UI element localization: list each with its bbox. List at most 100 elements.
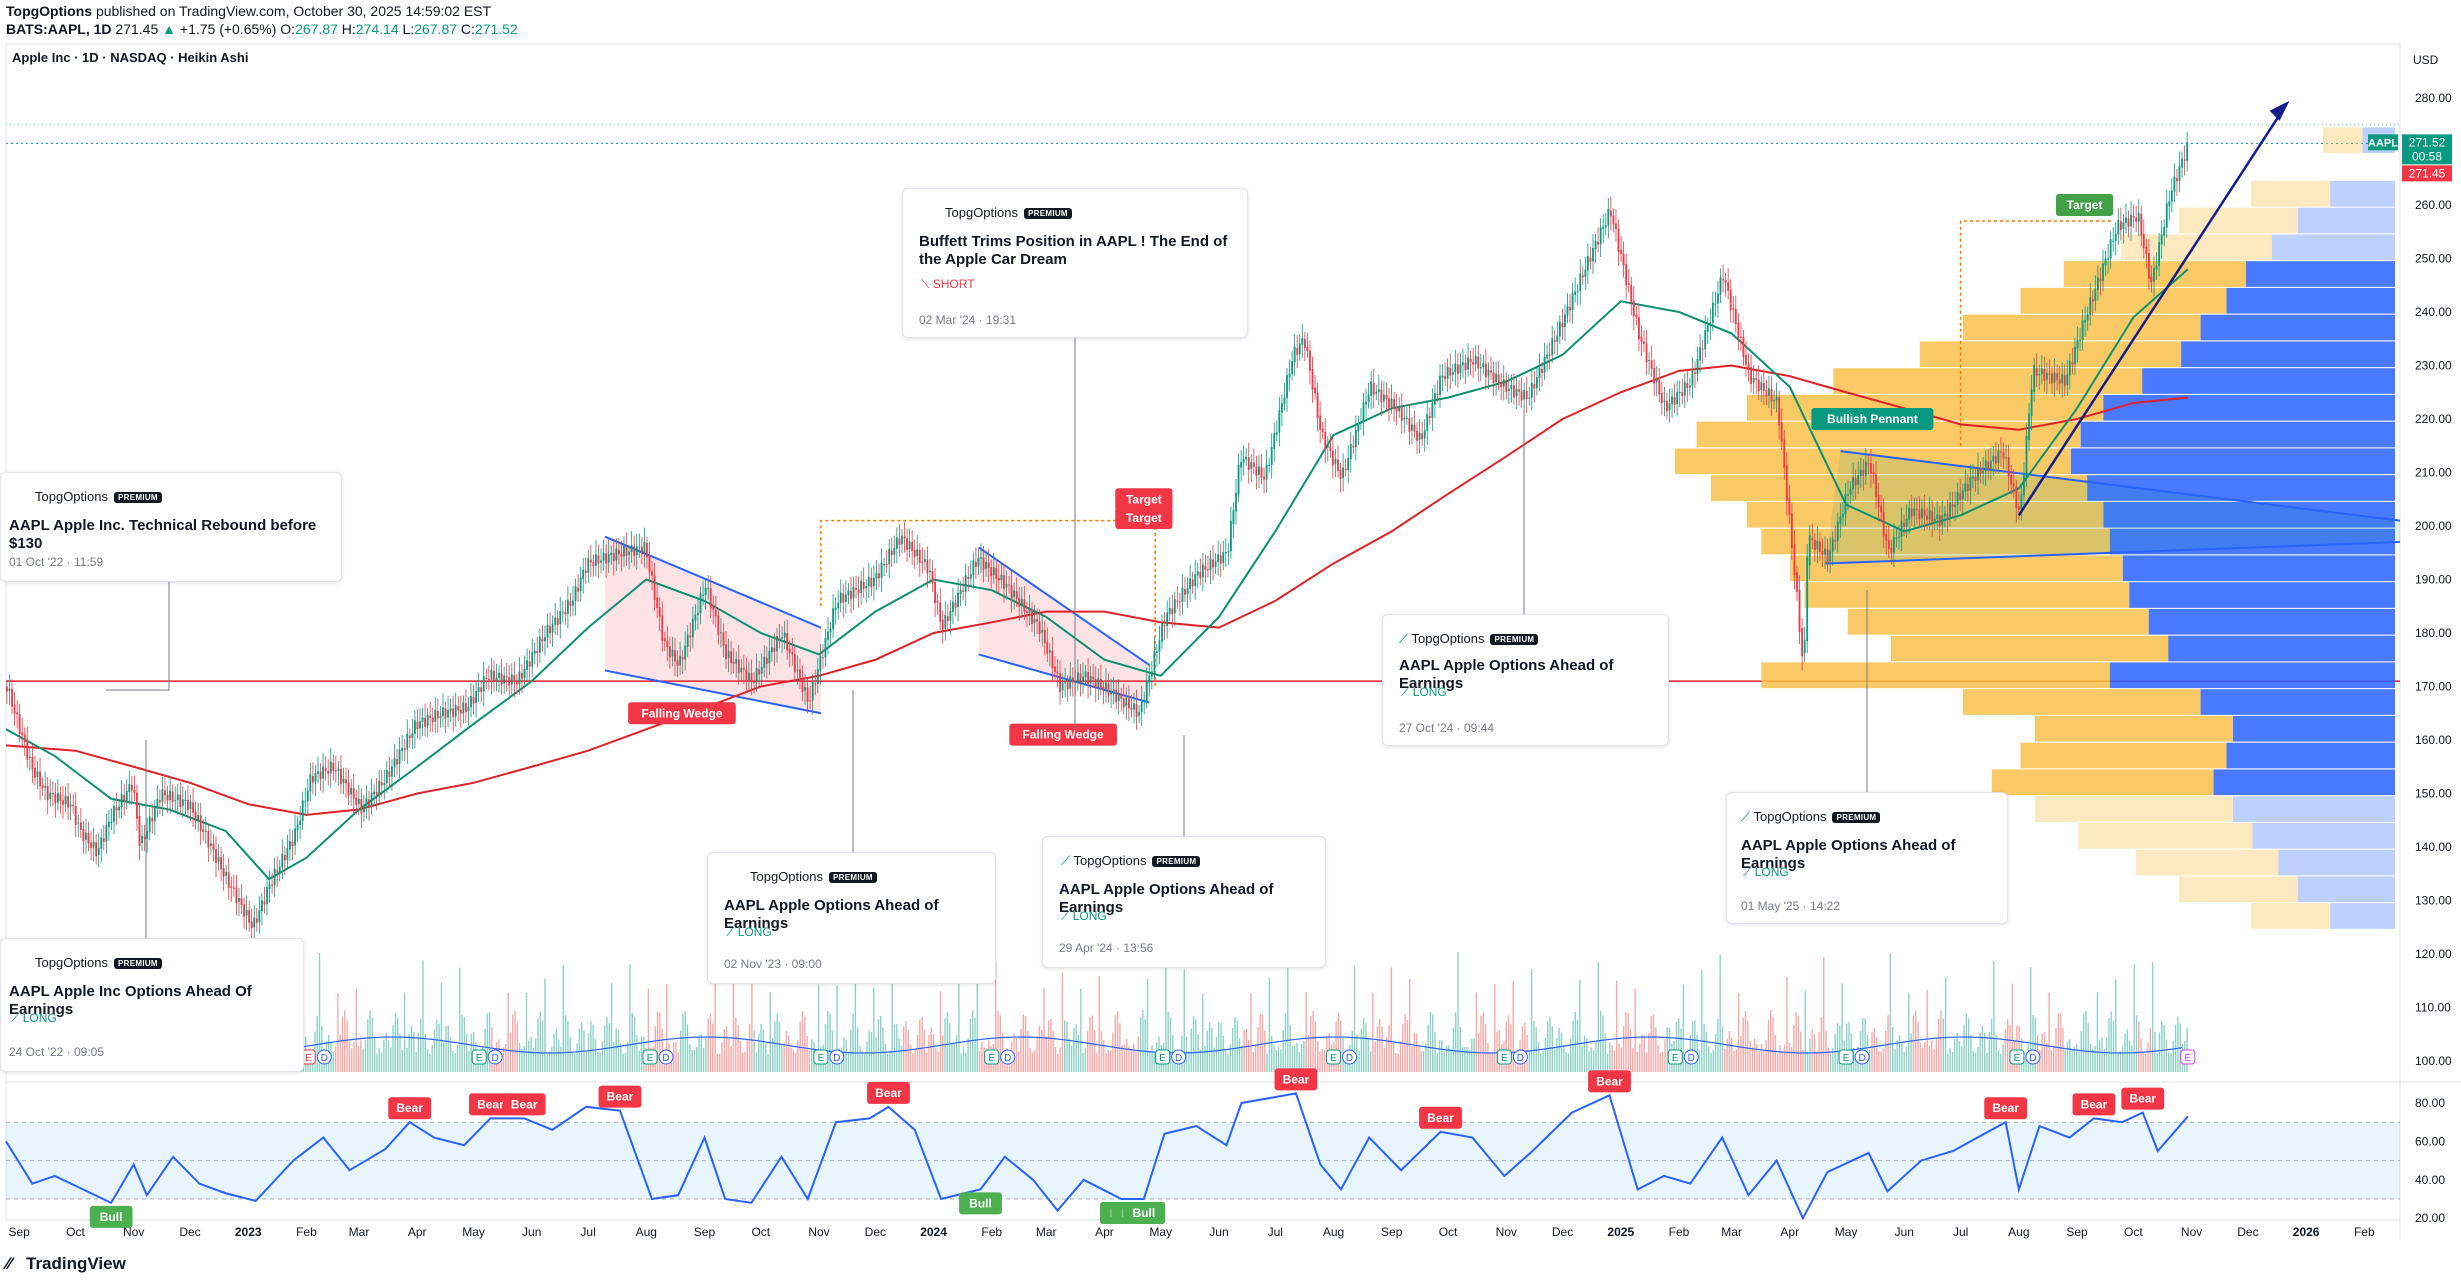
rsi-signal-badge[interactable]: Bear	[875, 1086, 902, 1100]
volume-bar	[459, 967, 461, 1072]
symbol-text[interactable]: BATS:AAPL, 1D	[6, 21, 112, 37]
rsi-signal-badge[interactable]: Bull	[969, 1196, 992, 1210]
candle-body	[72, 804, 75, 807]
volume-bar	[1852, 1047, 1855, 1072]
candle-body	[2081, 320, 2084, 341]
candle-body	[939, 602, 942, 622]
rsi-signal-badge[interactable]: Bear	[607, 1090, 634, 1104]
rsi-signal-badge[interactable]: Bear	[2129, 1092, 2156, 1106]
rsi-signal-badge[interactable]: Bear	[1427, 1111, 1454, 1125]
earnings-marker-label: E	[1501, 1053, 1508, 1064]
rsi-signal-badge[interactable]: Bear	[511, 1097, 538, 1111]
idea-card-1[interactable]: TopgOptions PREMIUM AAPL Apple Inc. Techn…	[0, 472, 342, 582]
candle-body	[1296, 348, 1299, 355]
earnings-marker-icon[interactable]	[1155, 1049, 1171, 1065]
candle-body	[1110, 691, 1112, 695]
target-label[interactable]: Target	[1126, 511, 1162, 525]
volume-bar	[1731, 1037, 1733, 1072]
volume-bar	[1425, 1043, 1427, 1072]
volume-bar	[1910, 1033, 1912, 1072]
dividend-marker-icon[interactable]	[1341, 1049, 1357, 1065]
candle-body	[969, 574, 972, 579]
idea-card-2[interactable]: TopgOptions PREMIUM AAPL Apple Inc Option…	[0, 938, 304, 1072]
rsi-signal-badge[interactable]: Bear	[396, 1101, 423, 1115]
volume-profile-bar	[2251, 180, 2331, 207]
idea-title[interactable]: AAPL Apple Inc Options Ahead Of Earnings	[9, 983, 252, 1018]
volume-bar	[1691, 1021, 1694, 1072]
earnings-marker-icon[interactable]	[1325, 1049, 1341, 1065]
earnings-marker-label: E	[1843, 1053, 1850, 1064]
earnings-marker-icon[interactable]	[1838, 1049, 1854, 1065]
earnings-marker-icon[interactable]	[813, 1049, 829, 1065]
idea-title[interactable]: AAPL Apple Inc. Technical Rebound before…	[9, 517, 317, 552]
idea-title[interactable]: AAPL Apple Options Ahead of Earnings	[1059, 881, 1274, 916]
volume-bar	[1222, 1035, 1225, 1072]
earnings-marker-icon[interactable]	[642, 1049, 658, 1065]
earnings-marker-icon[interactable]	[1667, 1049, 1683, 1065]
earnings-marker-icon[interactable]	[984, 1049, 1000, 1065]
rsi-signal-badge[interactable]: Bear	[1283, 1072, 1310, 1086]
idea-card-4[interactable]: TopgOptions PREMIUM Buffett Trims Positio…	[902, 188, 1248, 338]
volume-bar	[1639, 1044, 1641, 1072]
rsi-signal-badge[interactable]: Bear	[1596, 1074, 1623, 1088]
author-name[interactable]: TopgOptions	[6, 3, 93, 19]
idea-card-5[interactable]: ⟋ TopgOptions PREMIUM AAPL Apple Options …	[1042, 836, 1326, 968]
dividend-marker-icon[interactable]	[658, 1049, 674, 1065]
earnings-marker-icon[interactable]	[2180, 1049, 2196, 1065]
idea-title[interactable]: Buffett Trims Position in AAPL ! The End…	[919, 233, 1228, 268]
idea-card-7[interactable]: ⟋ TopgOptions PREMIUM AAPL Apple Options …	[1726, 792, 2008, 924]
bullish-pennant-label[interactable]: Bullish Pennant	[1827, 412, 1918, 426]
rsi-signal-badge[interactable]: Bull	[1133, 1206, 1156, 1220]
rsi-signal-badge[interactable]: Bear	[477, 1097, 504, 1111]
idea-title[interactable]: AAPL Apple Options Ahead of Earnings	[1741, 837, 1956, 872]
target-label[interactable]: Target	[2067, 198, 2103, 212]
candle-body	[130, 784, 133, 791]
volume-profile-bar	[2020, 287, 2227, 314]
dividend-marker-icon[interactable]	[487, 1049, 503, 1065]
idea-date: 01 Oct '22 · 11:59	[9, 555, 104, 569]
volume-bar	[1625, 1011, 1627, 1072]
currency-label[interactable]: USD	[2413, 53, 2439, 67]
earnings-marker-icon[interactable]	[2009, 1049, 2025, 1065]
pennant-upper	[1840, 450, 2401, 522]
target-label[interactable]: Target	[1126, 492, 1162, 506]
candle-body	[1576, 290, 1579, 292]
idea-card-6[interactable]: ⟋ TopgOptions PREMIUM AAPL Apple Options …	[1382, 614, 1669, 746]
falling-wedge-label[interactable]: Falling Wedge	[641, 706, 722, 720]
dividend-marker-icon[interactable]	[2025, 1049, 2041, 1065]
candle-body	[1003, 575, 1005, 589]
volume-bar	[357, 1046, 360, 1072]
earnings-marker-icon[interactable]	[471, 1049, 487, 1065]
dividend-marker-icon[interactable]	[1512, 1049, 1528, 1065]
rsi-signal-badge[interactable]: Bull	[100, 1210, 123, 1224]
falling-wedge-label[interactable]: Falling Wedge	[1023, 728, 1104, 742]
rsi-axis-tick: 20.00	[2415, 1211, 2445, 1225]
candle-body	[1757, 379, 1760, 392]
idea-title[interactable]: AAPL Apple Options Ahead of Earnings	[1399, 657, 1614, 692]
candle-body	[1740, 336, 1742, 338]
idea-card-3[interactable]: TopgOptions PREMIUM AAPL Apple Options Ah…	[707, 852, 996, 984]
rsi-signal-badge[interactable]: Bear	[1992, 1101, 2019, 1115]
dividend-marker-icon[interactable]	[1171, 1049, 1187, 1065]
candle-body	[419, 721, 421, 729]
rsi-signal-badge[interactable]: Bear	[2081, 1097, 2108, 1111]
candle-body	[1033, 618, 1036, 623]
volume-bar	[1947, 1053, 1949, 1072]
candle-body	[1668, 403, 1671, 411]
volume-profile-bar	[2226, 287, 2395, 314]
earnings-marker-icon[interactable]	[1496, 1049, 1512, 1065]
volume-bar	[1296, 1042, 1298, 1072]
premium-badge: PREMIUM	[1152, 856, 1201, 868]
dividend-marker-icon[interactable]	[316, 1049, 332, 1065]
candle-body	[472, 697, 475, 704]
dividend-marker-icon[interactable]	[829, 1049, 845, 1065]
dividend-marker-icon[interactable]	[1683, 1049, 1699, 1065]
candle-body	[1982, 471, 1985, 474]
candle-body	[962, 590, 965, 592]
dividend-marker-icon[interactable]	[1854, 1049, 1870, 1065]
candle-body	[166, 794, 169, 801]
idea-title[interactable]: AAPL Apple Options Ahead of Earnings	[724, 897, 939, 932]
dividend-marker-icon[interactable]	[1000, 1049, 1016, 1065]
tradingview-logo[interactable]: ⁄⁄ TradingView	[6, 1254, 126, 1273]
